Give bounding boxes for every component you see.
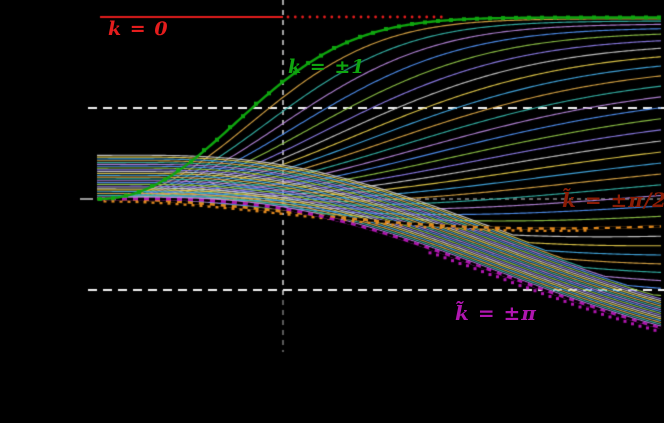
label-k-zero: k = 0 xyxy=(108,18,169,40)
label-k-pi-half: k̃ = ±π/2 xyxy=(562,188,664,212)
label-k-pi: k̃ = ±π xyxy=(455,301,537,325)
label-k-pm1: k = ±1 xyxy=(288,56,366,78)
